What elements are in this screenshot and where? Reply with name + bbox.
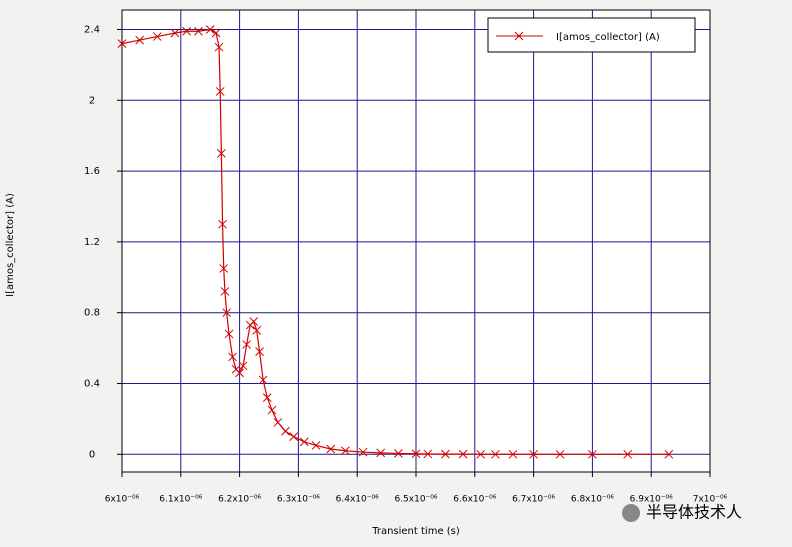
marker bbox=[255, 347, 264, 356]
marker bbox=[235, 368, 244, 378]
series-line bbox=[121, 28, 669, 455]
marker bbox=[273, 418, 283, 427]
marker bbox=[376, 448, 386, 458]
x-tick-label: 6.3x10⁻⁰⁶ bbox=[277, 495, 320, 505]
x-tick-label: 6x10⁻⁰⁶ bbox=[105, 495, 140, 505]
y-tick-label: 1.6 bbox=[84, 166, 100, 177]
x-tick-label: 6.9x10⁻⁰⁶ bbox=[630, 495, 673, 505]
y-tick-label: 1.2 bbox=[84, 237, 100, 248]
marker bbox=[117, 39, 127, 48]
legend-label: I[amos_collector] (A) bbox=[556, 32, 660, 43]
marker bbox=[358, 447, 368, 457]
marker bbox=[423, 449, 433, 459]
marker bbox=[220, 287, 230, 296]
marker bbox=[211, 28, 221, 38]
legend-box bbox=[487, 17, 696, 53]
marker bbox=[311, 441, 321, 450]
marker bbox=[299, 437, 309, 447]
marker bbox=[252, 326, 262, 335]
y-tick-label: 0.4 bbox=[84, 378, 100, 389]
marker bbox=[326, 444, 336, 454]
marker bbox=[623, 449, 633, 459]
marker bbox=[341, 446, 350, 456]
x-tick-label: 6.7x10⁻⁰⁶ bbox=[512, 495, 555, 505]
x-tick-label: 6.4x10⁻⁰⁶ bbox=[336, 495, 379, 505]
marker bbox=[224, 329, 234, 339]
marker bbox=[441, 449, 450, 459]
marker bbox=[258, 375, 268, 385]
marker bbox=[217, 149, 226, 158]
plot-frame bbox=[121, 9, 711, 473]
y-tick-label: 0.8 bbox=[84, 308, 100, 319]
marker bbox=[289, 432, 299, 441]
marker bbox=[267, 405, 277, 415]
marker bbox=[135, 35, 144, 45]
x-tick-label: 6.8x10⁻⁰⁶ bbox=[571, 495, 614, 505]
x-axis-label: Transient time (s) bbox=[371, 526, 460, 537]
legend-marker bbox=[514, 31, 524, 41]
marker bbox=[664, 449, 674, 459]
marker bbox=[476, 449, 486, 459]
marker bbox=[238, 361, 248, 371]
x-tick-label: 6.2x10⁻⁰⁶ bbox=[218, 495, 261, 505]
marker bbox=[458, 449, 468, 459]
marker bbox=[205, 25, 215, 34]
marker bbox=[508, 449, 518, 459]
y-tick-label: 0 bbox=[89, 449, 95, 460]
marker bbox=[222, 308, 232, 318]
marker bbox=[242, 340, 252, 349]
marker bbox=[214, 42, 224, 52]
marker bbox=[394, 449, 403, 458]
watermark-icon bbox=[622, 504, 640, 522]
watermark-text: 半导体技术人 bbox=[646, 503, 742, 522]
x-tick-label: 6.5x10⁻⁰⁶ bbox=[394, 495, 437, 505]
marker bbox=[194, 26, 203, 36]
marker bbox=[215, 87, 225, 96]
marker bbox=[228, 352, 237, 362]
marker bbox=[491, 449, 500, 459]
y-axis-label: I[amos_collector] (A) bbox=[5, 193, 16, 297]
marker bbox=[411, 449, 421, 459]
marker bbox=[588, 449, 597, 459]
marker bbox=[249, 317, 259, 326]
marker bbox=[170, 28, 180, 38]
y-tick-label: 2 bbox=[89, 95, 95, 106]
marker bbox=[262, 393, 272, 403]
x-tick-label: 7x10⁻⁰⁶ bbox=[693, 495, 728, 505]
watermark: 半导体技术人 bbox=[622, 503, 742, 522]
x-tick-label: 6.1x10⁻⁰⁶ bbox=[159, 495, 202, 505]
marker bbox=[529, 449, 538, 459]
x-tick-label: 6.6x10⁻⁰⁶ bbox=[453, 495, 496, 505]
marker bbox=[182, 26, 192, 36]
y-tick-label: 2.4 bbox=[84, 24, 100, 35]
marker bbox=[152, 32, 162, 41]
marker bbox=[281, 426, 290, 436]
marker bbox=[555, 449, 565, 459]
marker bbox=[219, 264, 229, 273]
marker bbox=[218, 219, 227, 229]
